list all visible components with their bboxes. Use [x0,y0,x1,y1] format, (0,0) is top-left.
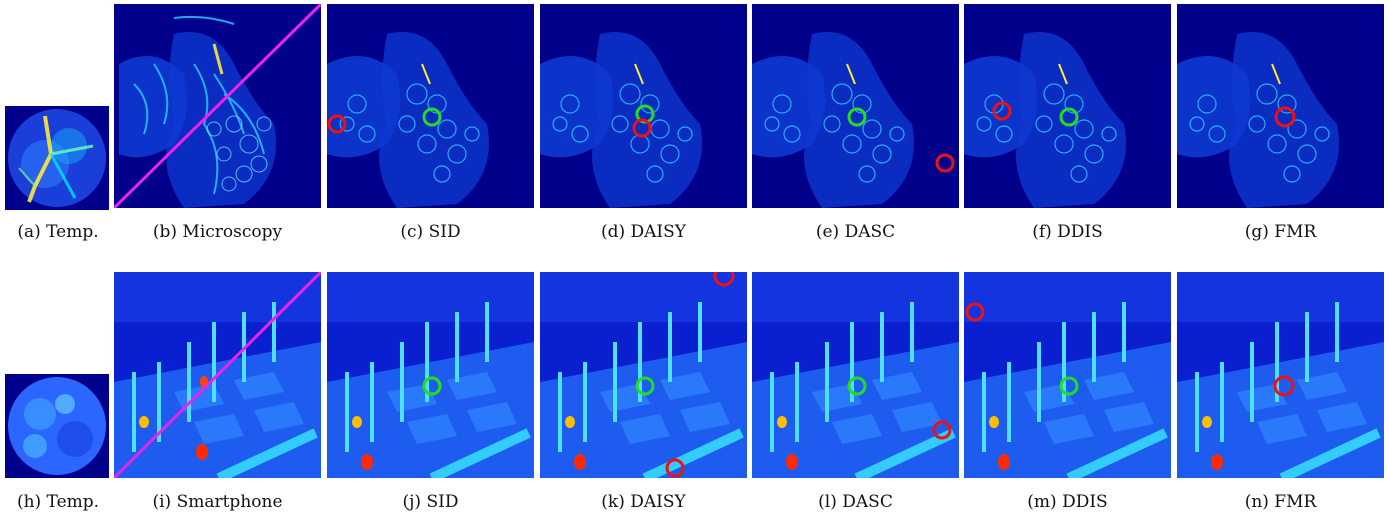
template-image [5,374,109,478]
caption-k: (k) DAISY [601,492,686,512]
caption-i: (i) Smartphone [152,492,283,512]
ground-truth-circle [422,107,442,127]
caption-m: (m) DDIS [1027,492,1108,512]
figure-row-microscopy: (a) Temp. [0,0,1390,258]
ground-truth-circle [1059,107,1079,127]
caption-j: (j) SID [402,492,459,512]
result-image [540,272,747,478]
result-image [964,4,1171,208]
caption-g: (g) FMR [1244,222,1317,242]
caption-f: (f) DDIS [1032,222,1103,242]
smartphone-image [114,272,321,478]
ground-truth-circle [847,376,867,396]
caption-c: (c) SID [400,222,461,242]
prediction-circle [1273,375,1295,397]
ground-truth-circle [847,107,867,127]
caption-b: (b) Microscopy [152,222,283,242]
prediction-circle [965,302,985,322]
ground-truth-circle [1059,376,1079,396]
result-image [752,4,959,208]
result-image [540,4,747,208]
result-image [964,272,1171,478]
prediction-circle-corner [713,272,735,287]
prediction-circle [1274,106,1296,128]
figure-row-smartphone: (h) Temp. [0,270,1390,528]
caption-e: (e) DASC [815,222,896,242]
microscopy-image [114,4,321,208]
prediction-circle [935,153,955,173]
result-image [327,272,534,478]
prediction-circle [327,114,347,134]
caption-h: (h) Temp. [16,492,100,512]
result-image [327,4,534,208]
template-image [5,106,109,210]
caption-d: (d) DAISY [600,222,687,242]
prediction-circle [992,101,1012,121]
ground-truth-circle [635,376,655,396]
caption-n: (n) FMR [1244,492,1317,512]
prediction-circle [932,420,952,440]
result-image [1177,272,1384,478]
result-image [1177,4,1384,208]
caption-a: (a) Temp. [17,222,99,242]
caption-l: (l) DASC [818,492,893,512]
prediction-circle [422,376,442,396]
prediction-circle [665,458,685,478]
result-image [752,272,959,478]
prediction-circle [632,118,652,138]
